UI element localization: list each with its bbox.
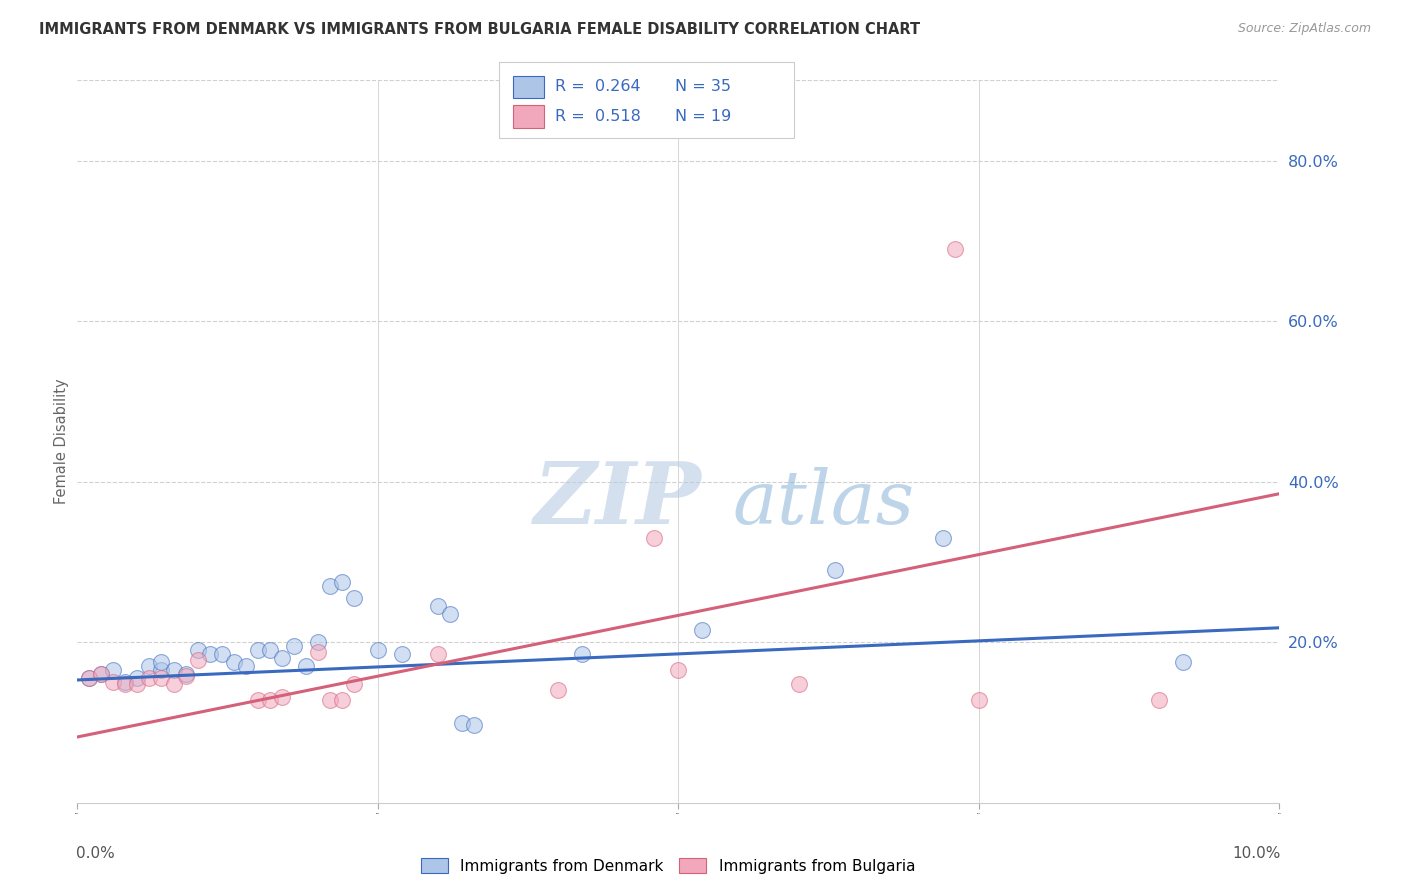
Point [259, 693, 281, 707]
Point [270, 690, 292, 704]
Point [439, 607, 461, 622]
Text: IMMIGRANTS FROM DENMARK VS IMMIGRANTS FROM BULGARIA FEMALE DISABILITY CORRELATIO: IMMIGRANTS FROM DENMARK VS IMMIGRANTS FR… [39, 22, 921, 37]
Point [283, 639, 305, 653]
Point [90, 667, 112, 681]
Point [668, 664, 690, 678]
Point [643, 531, 665, 545]
Point [103, 664, 125, 678]
Point [174, 667, 197, 681]
Point [235, 659, 257, 673]
Point [319, 693, 342, 707]
Point [162, 664, 184, 678]
Text: N = 19: N = 19 [675, 109, 731, 124]
Point [319, 579, 342, 593]
Point [79, 672, 101, 686]
Point [174, 669, 197, 683]
Text: atlas: atlas [733, 467, 915, 539]
Point [222, 655, 245, 669]
Point [114, 677, 136, 691]
Point [547, 683, 569, 698]
Point [259, 643, 281, 657]
Point [330, 575, 353, 590]
Point [571, 648, 593, 662]
Point [198, 648, 221, 662]
Point [692, 623, 714, 637]
Point [294, 659, 316, 673]
Point [343, 677, 366, 691]
Point [463, 718, 485, 732]
Point [307, 635, 329, 649]
Point [824, 563, 846, 577]
Point [427, 599, 450, 614]
Text: 10.0%: 10.0% [1232, 847, 1281, 861]
Point [150, 672, 173, 686]
Point [932, 531, 955, 545]
Point [211, 648, 233, 662]
Point [1173, 655, 1195, 669]
Point [307, 645, 329, 659]
Text: Source: ZipAtlas.com: Source: ZipAtlas.com [1237, 22, 1371, 36]
Point [103, 675, 125, 690]
Text: 0.0%: 0.0% [76, 847, 115, 861]
Point [451, 715, 474, 730]
Point [967, 693, 990, 707]
Point [150, 655, 173, 669]
Legend: Immigrants from Denmark, Immigrants from Bulgaria: Immigrants from Denmark, Immigrants from… [415, 852, 921, 880]
Point [246, 693, 269, 707]
Point [114, 675, 136, 690]
Point [943, 242, 966, 256]
Point [187, 643, 209, 657]
Point [79, 672, 101, 686]
Point [162, 677, 184, 691]
Text: N = 35: N = 35 [675, 79, 731, 95]
Point [270, 651, 292, 665]
Point [330, 693, 353, 707]
Point [367, 643, 389, 657]
Point [138, 659, 160, 673]
Y-axis label: Female Disability: Female Disability [53, 379, 69, 504]
Point [391, 648, 413, 662]
Point [90, 667, 112, 681]
Point [343, 591, 366, 606]
Point [127, 672, 149, 686]
Text: R =  0.518: R = 0.518 [555, 109, 641, 124]
Text: ZIP: ZIP [534, 458, 702, 541]
Point [187, 653, 209, 667]
Point [1149, 693, 1171, 707]
Point [127, 677, 149, 691]
Point [150, 664, 173, 678]
Point [246, 643, 269, 657]
Point [787, 677, 810, 691]
Point [427, 648, 450, 662]
Point [138, 672, 160, 686]
Text: R =  0.264: R = 0.264 [555, 79, 641, 95]
